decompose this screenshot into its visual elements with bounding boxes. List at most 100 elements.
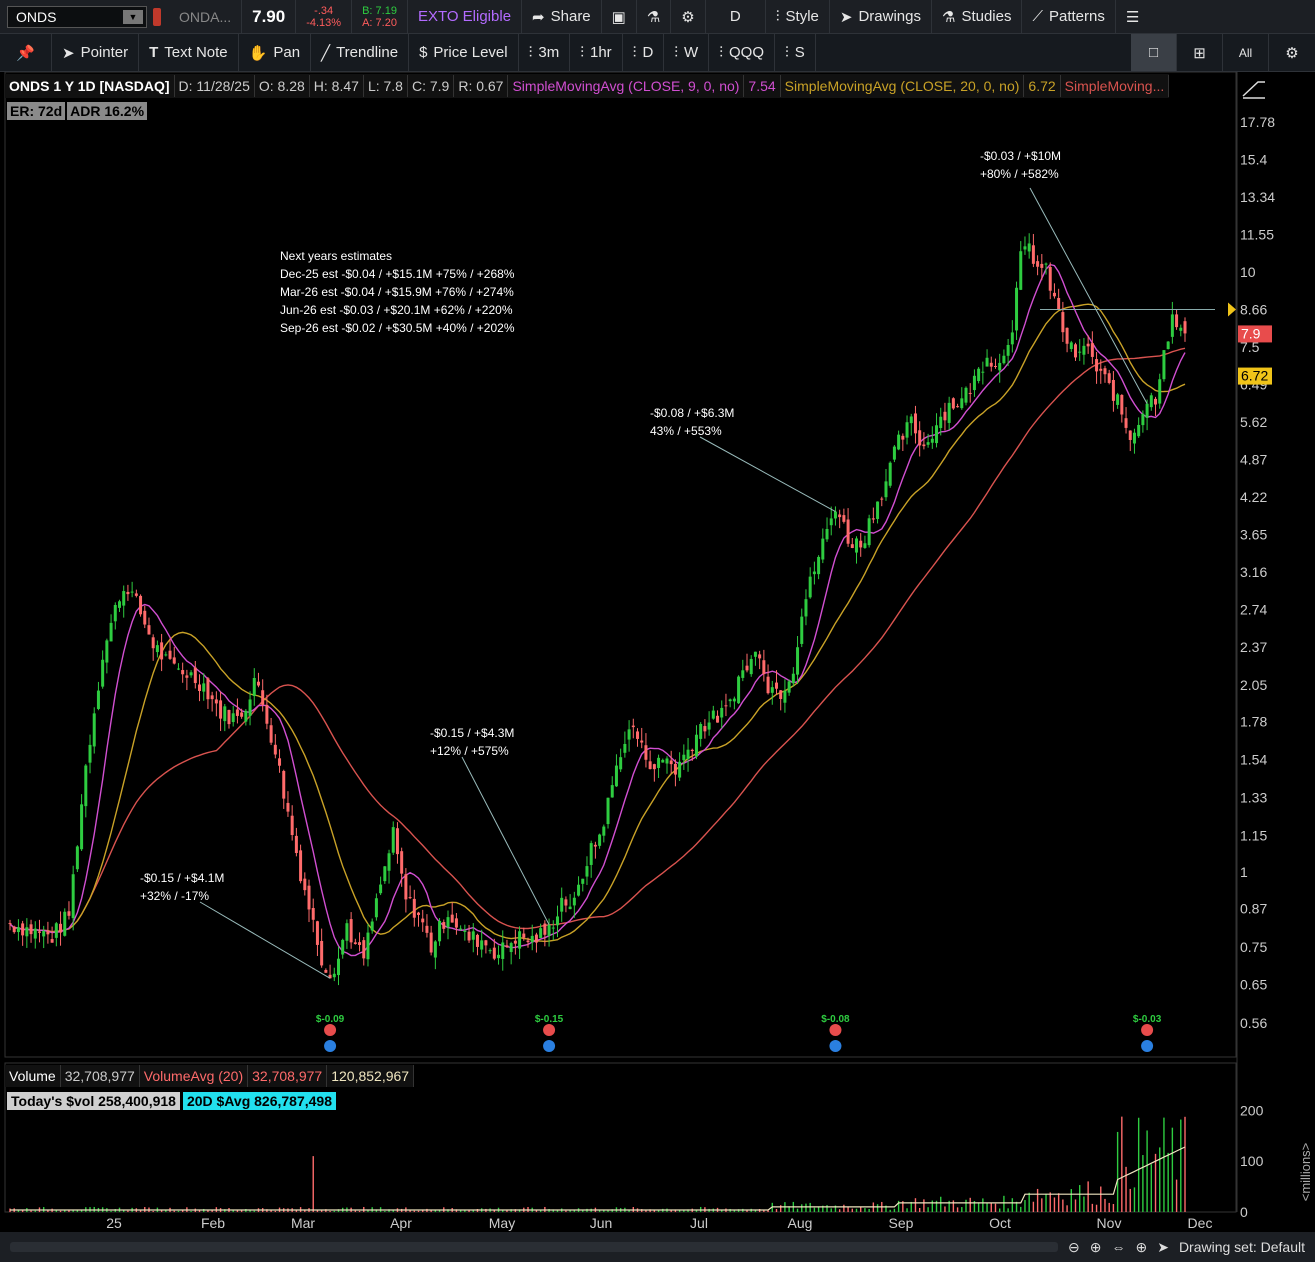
symbol-selector[interactable]: ONDS ▼ xyxy=(7,5,147,28)
candle-body xyxy=(711,710,715,719)
avg-dollar-volume: 20D $Avg 826,787,498 xyxy=(182,1092,336,1110)
share-button[interactable]: ➦ Share xyxy=(522,0,602,33)
patterns-button[interactable]: ⟋ Patterns xyxy=(1022,0,1116,33)
candle-body xyxy=(1137,424,1141,437)
candle-body xyxy=(1183,321,1187,334)
all-button[interactable]: All xyxy=(1223,34,1269,71)
studies-button[interactable]: ⚗ Studies xyxy=(932,0,1023,33)
snapshot-button[interactable]: ▣ xyxy=(602,0,637,33)
candle-body xyxy=(117,601,121,608)
candle-body xyxy=(825,528,829,540)
tf-d-button[interactable]: ⫶ D xyxy=(623,34,665,71)
candle-body xyxy=(96,690,100,709)
pan-arrows-icon[interactable]: ⇔ xyxy=(1111,1239,1126,1255)
candle-body xyxy=(231,713,235,723)
sma20-label[interactable]: SimpleMovingAvg (CLOSE, 20, 0, no) xyxy=(781,75,1025,97)
candle-body xyxy=(286,802,290,812)
pin-button[interactable]: 📌 xyxy=(0,34,52,71)
pan-tool[interactable]: ✋ Pan xyxy=(239,34,312,71)
x-tick-label: Mar xyxy=(291,1215,315,1231)
volume-avg-value-2: 120,852,967 xyxy=(327,1065,415,1087)
sma50-label[interactable]: SimpleMoving... xyxy=(1061,75,1170,97)
candlestick-icon: ⫶ xyxy=(632,44,637,61)
candle-body xyxy=(235,709,239,716)
text-note-tool[interactable]: T Text Note xyxy=(139,34,239,71)
candle-body xyxy=(1158,379,1162,404)
zoom-out-icon[interactable]: ⊖ xyxy=(1068,1238,1080,1255)
dividend-info-icon xyxy=(1141,1040,1154,1052)
earnings-icon xyxy=(1141,1024,1154,1036)
candle-body xyxy=(741,670,745,678)
volume-avg-label[interactable]: VolumeAvg (20) xyxy=(140,1065,249,1087)
candle-body xyxy=(446,917,450,928)
candle-body xyxy=(492,947,496,959)
style-button[interactable]: ⫶ Style xyxy=(766,0,830,33)
gear-icon: ⚙ xyxy=(1285,44,1299,62)
tf-qqq-button[interactable]: ⫶ QQQ xyxy=(709,34,775,71)
chevron-down-icon[interactable]: ▼ xyxy=(123,9,143,24)
candle-body xyxy=(1057,297,1061,310)
candle-body xyxy=(501,942,505,959)
x-tick-label: Dec xyxy=(1188,1215,1213,1231)
candle-body xyxy=(475,934,479,947)
alert-flag-icon[interactable] xyxy=(153,7,161,26)
candle-body xyxy=(168,650,172,659)
candle-body xyxy=(206,678,210,700)
candle-body xyxy=(1010,332,1014,345)
candle-body xyxy=(50,939,54,943)
lab-button[interactable]: ⚗ xyxy=(637,0,672,33)
cursor-icon[interactable]: ➤ xyxy=(1157,1238,1169,1255)
tf-1hr-button[interactable]: ⫶ 1hr xyxy=(570,34,623,71)
candle-body xyxy=(619,757,623,770)
sma9-label[interactable]: SimpleMovingAvg (CLOSE, 9, 0, no) xyxy=(508,75,745,97)
pointer-tool[interactable]: ➤ Pointer xyxy=(52,34,140,71)
tf-s-button[interactable]: ⫶ S xyxy=(775,34,816,71)
trendline-tool[interactable]: ╱ Trendline xyxy=(311,34,410,71)
annotation-text: Dec-25 est -$0.04 / +$15.1M +75% / +268% xyxy=(280,267,515,281)
period-selector[interactable]: D xyxy=(706,0,766,33)
candle-body xyxy=(210,695,214,700)
settings-button[interactable]: ⚙ xyxy=(671,0,706,33)
volume-y-tick: 200 xyxy=(1240,1102,1264,1118)
grid-layout-button[interactable]: ⊞ xyxy=(1177,34,1223,71)
volume-value: 32,708,977 xyxy=(61,1065,140,1087)
price-level-tool[interactable]: $ Price Level xyxy=(409,34,519,71)
candle-body xyxy=(223,706,227,722)
candle-body xyxy=(84,765,88,807)
x-tick-label: May xyxy=(489,1215,515,1231)
candle-body xyxy=(888,462,892,486)
tf-3m-button[interactable]: ⫶ 3m xyxy=(519,34,571,71)
menu-button[interactable]: ☰ xyxy=(1116,0,1149,33)
chart-canvas[interactable]: 17.7815.413.3411.55108.667.56.495.624.87… xyxy=(0,72,1315,1232)
candle-body xyxy=(897,434,901,450)
candle-body xyxy=(126,591,130,595)
y-tick-label: 0.75 xyxy=(1240,939,1267,955)
horizontal-scrollbar[interactable] xyxy=(10,1242,1058,1252)
exto-eligible-badge[interactable]: EXTO Eligible xyxy=(408,0,523,33)
y-tick-label: 15.4 xyxy=(1240,151,1267,167)
candle-body xyxy=(71,874,75,919)
dollar-icon: $ xyxy=(419,44,428,61)
y-tick-label: 1.33 xyxy=(1240,790,1267,806)
square-icon: □ xyxy=(1148,44,1159,61)
candle-body xyxy=(981,371,985,373)
tf-w-button[interactable]: ⫶ W xyxy=(664,34,710,71)
candle-body xyxy=(577,884,581,896)
zoom-in-icon[interactable]: ⊕ xyxy=(1089,1238,1102,1255)
annotation-text: Next years estimates xyxy=(280,249,392,263)
candle-body xyxy=(833,511,837,519)
candle-body xyxy=(682,754,686,761)
candle-body xyxy=(1099,368,1103,371)
candle-body xyxy=(960,398,964,409)
candle-body xyxy=(244,710,248,722)
price-level-label: Price Level xyxy=(433,44,508,61)
drawings-button[interactable]: ➤ Drawings xyxy=(830,0,932,33)
candlestick-icon: ⫶ xyxy=(528,44,533,61)
single-layout-button[interactable]: □ xyxy=(1131,34,1177,71)
crosshair-icon[interactable]: ⊕ xyxy=(1135,1238,1148,1255)
pin-icon: 📌 xyxy=(16,44,35,62)
chart-settings-button[interactable]: ⚙ xyxy=(1269,34,1315,71)
drawing-set-label[interactable]: Drawing set: Default xyxy=(1178,1239,1305,1255)
candle-body xyxy=(463,930,467,932)
earnings-icon xyxy=(324,1024,337,1036)
